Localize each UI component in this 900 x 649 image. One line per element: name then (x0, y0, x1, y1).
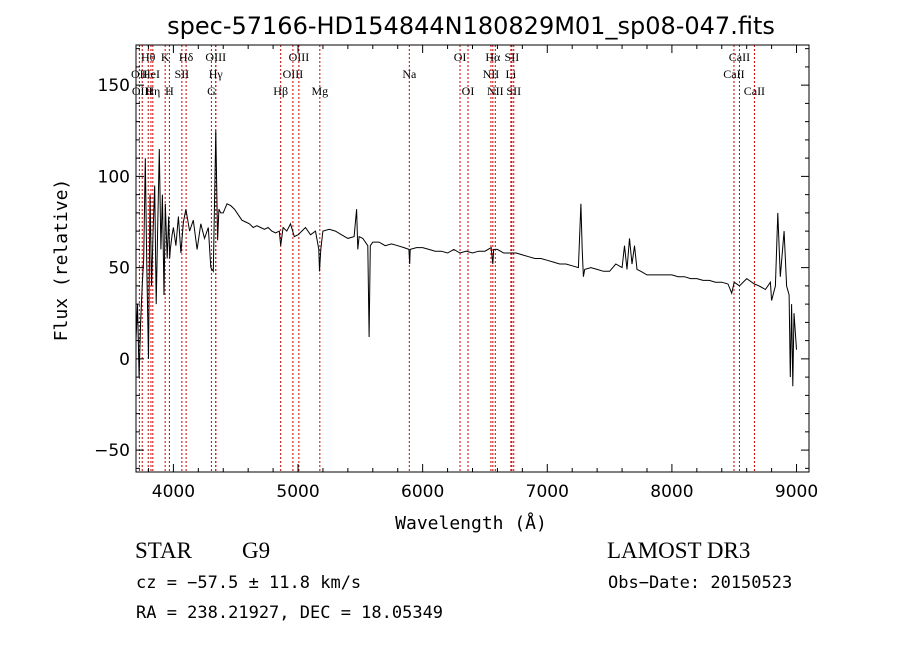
x-axis-ticks: 4000 5000 6000 7000 8000 9000 (147, 45, 818, 502)
line-label-4305: G (207, 84, 216, 98)
line-label-6708: Li (506, 67, 517, 81)
line-label-5175: Mg (311, 84, 328, 98)
x-tick-label-4000: 4000 (152, 482, 195, 502)
observation-date: Obs−Date: 20150523 (608, 573, 793, 593)
spectrum-line-0 (136, 130, 797, 387)
line-label-4102: Hδ (179, 50, 194, 64)
line-label-3820: HeI (142, 67, 160, 81)
object-class: STAR (135, 538, 192, 563)
redshift-velocity: cz = −57.5 ± 11.8 km/s (136, 573, 362, 593)
y-tick-label-100: 100 (98, 167, 130, 187)
y-axis-ticks: −50 0 50 100 150 (94, 48, 809, 469)
line-label-3835: Hη (145, 84, 160, 98)
plot-frame (135, 44, 810, 473)
line-label-5893: Na (402, 67, 417, 81)
coordinates: RA = 238.21927, DEC = 18.05349 (136, 603, 444, 623)
line-label-4068: SII (175, 67, 190, 81)
line-label-6364: OI (462, 84, 475, 98)
x-tick-label-9000: 9000 (775, 482, 818, 502)
line-label-4340: Hγ (209, 67, 224, 81)
line-label-3750: OIII (132, 84, 153, 98)
x-tick-label-5000: 5000 (276, 482, 319, 502)
line-label-3727: OII (131, 67, 148, 81)
y-axis-label: Flux (relative) (51, 179, 72, 342)
survey-name: LAMOST DR3 (607, 538, 751, 563)
line-label-3798: Hθ (141, 50, 156, 64)
line-label-8542: CaII (729, 50, 750, 64)
chart-title: spec-57166-HD154844N180829M01_sp08-047.f… (167, 12, 775, 40)
line-label-8498: CaII (723, 67, 744, 81)
x-tick-label-6000: 6000 (401, 482, 444, 502)
line-label-4959: OIII (283, 67, 304, 81)
line-label-6716: SII (505, 50, 520, 64)
x-axis-label: Wavelength (Å) (395, 512, 547, 534)
line-label-5007: OIII (289, 50, 310, 64)
line-label-4340: OIII (205, 50, 226, 64)
object-subclass: G9 (242, 538, 271, 563)
y-tick-label--50: −50 (94, 441, 130, 461)
line-label-6583: NII (487, 84, 504, 98)
line-label-6731: SII (506, 84, 521, 98)
x-tick-label-7000: 7000 (526, 482, 569, 502)
spectral-line-markers (138, 45, 755, 472)
line-label-6563: Hα (485, 50, 501, 64)
line-label-4861: Hβ (273, 84, 288, 98)
x-tick-label-8000: 8000 (650, 482, 693, 502)
line-label-6300: OI (454, 50, 467, 64)
line-label-6548: NII (483, 67, 500, 81)
line-label-3968: H (165, 84, 174, 98)
y-tick-label-50: 50 (108, 259, 130, 279)
y-tick-label-0: 0 (119, 350, 130, 370)
spectrum-series (136, 130, 797, 387)
line-label-8662: CaII (744, 84, 765, 98)
line-label-3934: K (161, 50, 170, 64)
y-tick-label-150: 150 (98, 76, 130, 96)
